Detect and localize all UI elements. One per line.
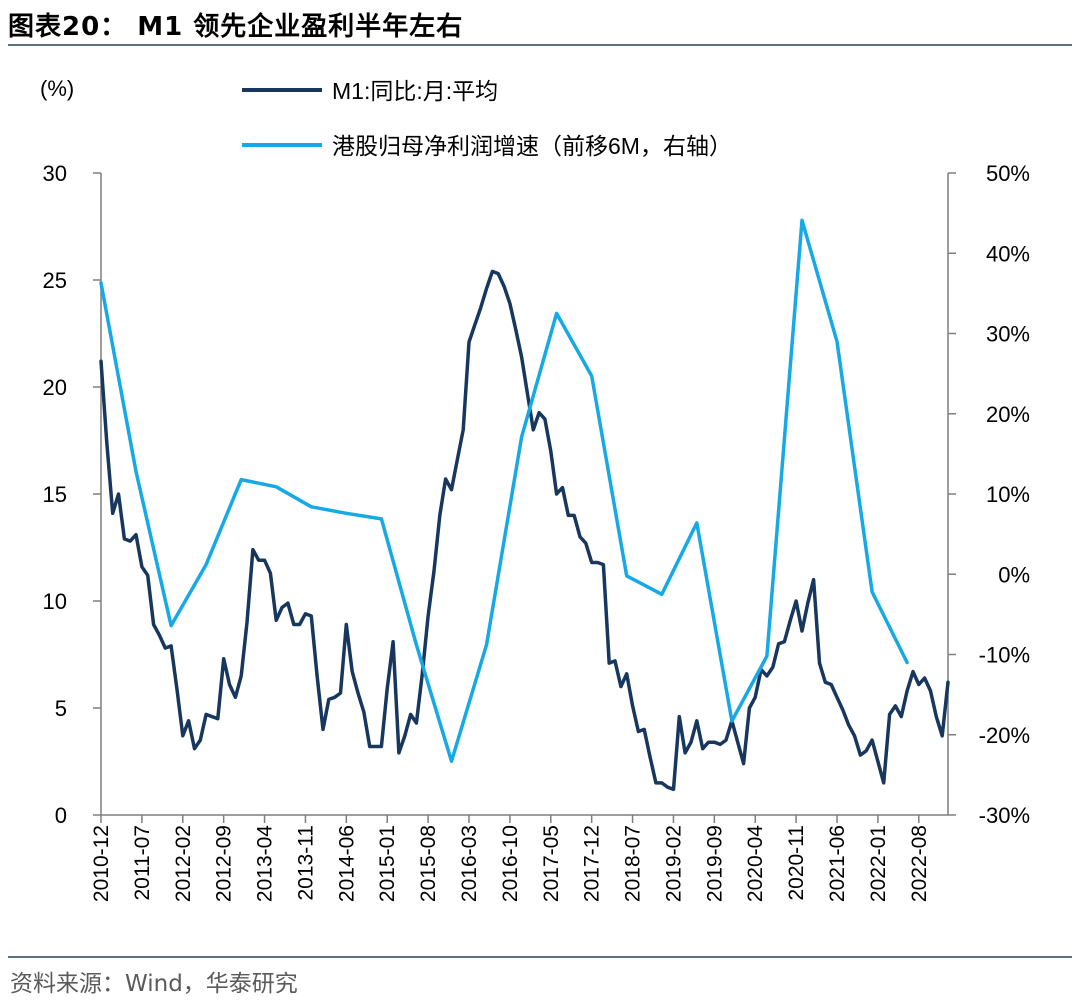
x-axis-tick-label: 2015-01	[376, 825, 399, 902]
x-axis-tick-label: 2016-03	[458, 825, 481, 902]
x-axis-tick-label: 2019-02	[662, 825, 685, 902]
x-axis-tick-label: 2010-12	[90, 825, 113, 902]
x-axis-tick-label: 2011-07	[131, 825, 154, 901]
figure-title: 图表20： M1 领先企业盈利半年左右	[8, 12, 464, 42]
x-axis-tick-label: 2016-10	[499, 825, 522, 902]
right-axis-tick-label: 10%	[986, 482, 1030, 507]
right-axis-tick-label: 50%	[986, 161, 1030, 186]
x-axis-tick-label: 2015-08	[417, 825, 440, 902]
left-axis-tick-label: 20	[43, 375, 67, 400]
series-line-m1	[99, 269, 950, 792]
left-axis-tick-label: 5	[55, 696, 67, 721]
x-axis-tick-label: 2020-11	[785, 825, 808, 901]
footer-divider	[8, 956, 1072, 958]
left-axis-tick-label: 25	[43, 268, 67, 293]
x-axis-tick-label: 2017-12	[581, 825, 604, 902]
series-line-hk-profit-growth	[99, 218, 909, 763]
right-axis-tick-label: -10%	[979, 643, 1030, 668]
left-axis-tick-label: 0	[55, 803, 67, 828]
x-axis-tick-label: 2012-02	[172, 825, 195, 902]
x-axis-tick-label: 2019-09	[703, 825, 726, 902]
right-axis-tick-label: 30%	[986, 322, 1030, 347]
right-axis-tick-label: 20%	[986, 402, 1030, 427]
x-axis-tick-label: 2013-04	[254, 825, 277, 902]
x-axis-tick-label: 2021-06	[826, 825, 849, 902]
x-axis-tick-label: 2022-08	[908, 825, 931, 902]
left-axis-unit-label: (%)	[40, 76, 74, 101]
source-note: 资料来源：Wind，华泰研究	[10, 971, 298, 997]
right-axis-tick-label: 40%	[986, 241, 1030, 266]
right-axis-tick-label: 0%	[998, 562, 1030, 587]
left-axis-tick-label: 30	[43, 161, 67, 186]
left-axis-tick-label: 15	[43, 482, 67, 507]
x-axis-tick-label: 2018-07	[622, 825, 645, 902]
title-divider	[8, 44, 1072, 46]
x-axis-tick-label: 2012-09	[213, 825, 236, 902]
legend-label: M1:同比:月:平均	[332, 78, 498, 104]
x-axis-tick-label: 2017-05	[540, 825, 563, 902]
legend-label: 港股归母净利润增速（前移6M，右轴）	[332, 133, 732, 159]
x-axis-tick-label: 2020-04	[744, 825, 767, 902]
right-axis-tick-label: -20%	[979, 723, 1030, 748]
line-chart: 0 5 10 15 20 25 30 -30% -20% -10% 0% 10% 20% 30% 40% 50…	[40, 76, 1030, 902]
x-axis-tick-label: 2014-06	[335, 825, 358, 902]
left-axis-tick-label: 10	[43, 589, 67, 614]
x-axis-tick-label: 2022-01	[867, 825, 890, 902]
right-axis-tick-label: -30%	[979, 803, 1030, 828]
x-axis-tick-label: 2013-11	[294, 825, 317, 901]
